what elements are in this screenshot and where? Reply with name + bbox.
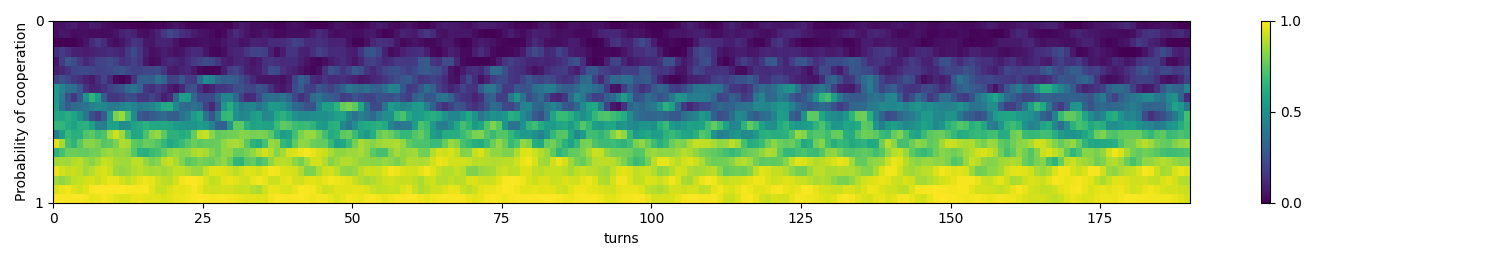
Y-axis label: Probability of cooperation: Probability of cooperation <box>15 22 28 201</box>
X-axis label: turns: turns <box>603 232 639 246</box>
